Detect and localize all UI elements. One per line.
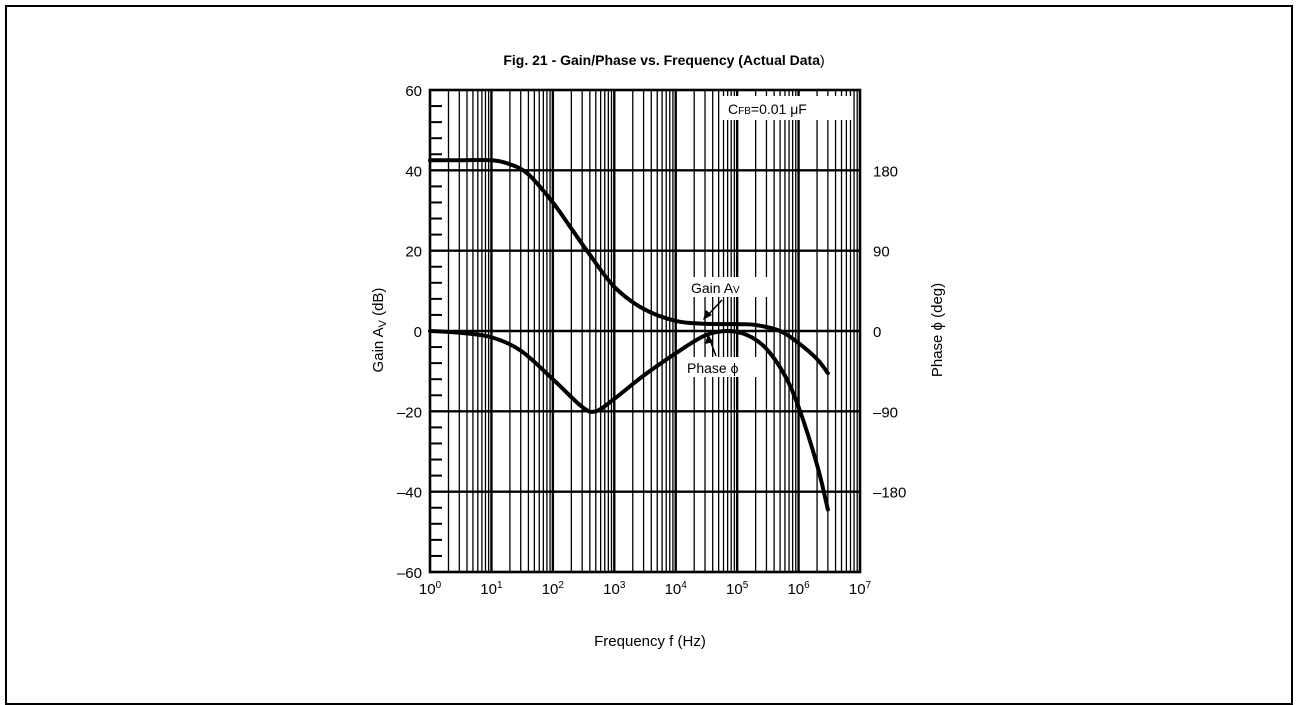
y-left-tick-label: –20 [397, 404, 422, 421]
y-left-axis-label: Gain AV (dB) [370, 288, 389, 373]
y-right-tick-label: –90 [873, 404, 898, 421]
x-tick-label: 104 [665, 580, 688, 598]
gain-arrowhead-icon [703, 310, 712, 320]
y-left-tick-label: 20 [405, 244, 422, 261]
gain-series-label: Gain AV [691, 280, 740, 296]
y-left-tick-label: 60 [405, 83, 422, 100]
chart-title: Fig. 21 - Gain/Phase vs. Frequency (Actu… [503, 52, 824, 68]
phase-arrowhead-icon [705, 334, 713, 344]
gain-label-background [687, 277, 773, 297]
x-tick-label: 107 [849, 580, 872, 598]
curves [428, 157, 830, 512]
phase-series-label: Phase ϕ [687, 360, 739, 376]
x-tick-label: 105 [726, 580, 749, 598]
x-tick-label: 106 [787, 580, 810, 598]
x-tick-label: 100 [419, 580, 442, 598]
y-right-tick-label: 0 [873, 324, 881, 341]
y-left-tick-label: –40 [397, 485, 422, 502]
gain-phase-chart: Fig. 21 - Gain/Phase vs. Frequency (Actu… [370, 52, 946, 650]
x-tick-label: 103 [603, 580, 626, 598]
tick-labels: 100 101 102 103 104 105 106 107 60 40 20 0 –20 –40 –60… [397, 83, 906, 598]
y-left-tick-label: –60 [397, 565, 422, 582]
y-right-tick-label: 90 [873, 244, 890, 261]
cfb-annotation: CFB=0.01 μF [728, 101, 807, 117]
y-right-axis-label: Phase ϕ (deg) [929, 283, 946, 377]
y-left-tick-label: 0 [414, 324, 422, 341]
y-left-tick-label: 40 [405, 163, 422, 180]
y-right-tick-label: –180 [873, 485, 906, 502]
phase-curve [428, 329, 830, 512]
gain-curve [428, 157, 830, 376]
y-right-tick-label: 180 [873, 163, 898, 180]
phase-label-arrow [709, 339, 717, 357]
x-tick-label: 101 [480, 580, 503, 598]
annotation-background [722, 96, 853, 120]
phase-label-background [683, 357, 762, 377]
x-tick-label: 102 [542, 580, 565, 598]
x-axis-label: Frequency f (Hz) [594, 633, 706, 650]
